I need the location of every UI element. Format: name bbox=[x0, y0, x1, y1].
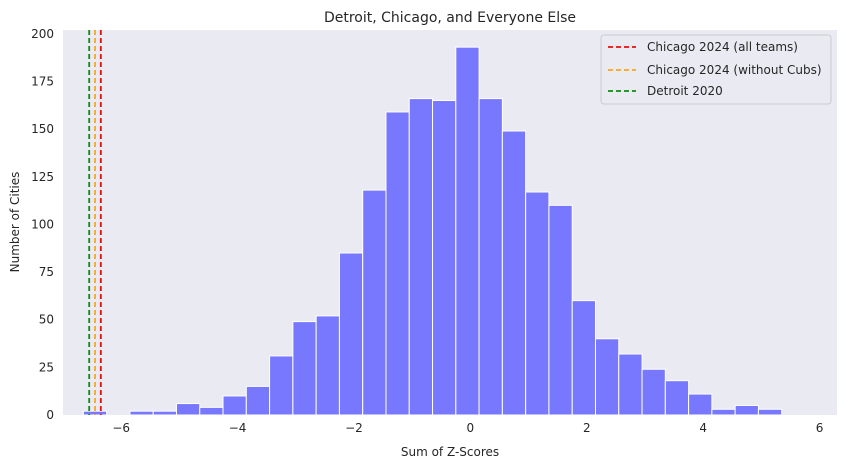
histogram-bar bbox=[664, 380, 690, 416]
x-tick-label: −6 bbox=[112, 421, 130, 435]
histogram-bar bbox=[548, 204, 573, 416]
histogram-bar bbox=[571, 300, 596, 416]
histogram-bar bbox=[245, 385, 271, 416]
y-axis-ticks: 0 25 50 75 100 125 150 175 200 bbox=[31, 27, 54, 422]
y-tick-label: 125 bbox=[31, 170, 54, 184]
histogram-bar bbox=[385, 111, 410, 416]
y-axis-label: Number of Cities bbox=[8, 172, 22, 273]
y-tick-label: 100 bbox=[31, 217, 54, 231]
y-tick-label: 175 bbox=[31, 74, 54, 88]
histogram-bar bbox=[129, 410, 154, 416]
y-tick-label: 150 bbox=[31, 122, 54, 136]
histogram-bar bbox=[455, 46, 480, 416]
y-tick-label: 0 bbox=[46, 408, 54, 422]
histogram-bar bbox=[594, 338, 620, 416]
legend: Chicago 2024 (all teams) Chicago 2024 (w… bbox=[600, 34, 832, 105]
legend-label-chicago-without-cubs: Chicago 2024 (without Cubs) bbox=[647, 63, 822, 77]
histogram-bar bbox=[152, 410, 177, 416]
histogram-bars bbox=[82, 46, 783, 416]
histogram-bar bbox=[711, 408, 736, 416]
legend-box bbox=[600, 34, 832, 105]
histogram-bar bbox=[362, 189, 387, 416]
histogram-bar bbox=[408, 98, 434, 416]
y-tick-label: 75 bbox=[39, 265, 54, 279]
histogram-bar bbox=[757, 408, 783, 416]
histogram-bar bbox=[501, 130, 527, 416]
x-tick-label: 2 bbox=[583, 421, 591, 435]
legend-label-chicago-all: Chicago 2024 (all teams) bbox=[647, 40, 798, 54]
y-tick-label: 50 bbox=[39, 313, 54, 327]
reference-lines bbox=[88, 30, 102, 415]
histogram-bar bbox=[525, 191, 550, 416]
y-tick-label: 25 bbox=[39, 360, 54, 374]
x-tick-label: 6 bbox=[816, 421, 824, 435]
x-tick-label: −2 bbox=[345, 421, 363, 435]
histogram-bar bbox=[175, 403, 201, 416]
y-tick-label: 200 bbox=[31, 27, 54, 41]
x-tick-label: 4 bbox=[699, 421, 707, 435]
x-axis-label: Sum of Z-Scores bbox=[401, 445, 499, 459]
histogram-bar bbox=[269, 355, 294, 416]
histogram-bar bbox=[734, 404, 759, 416]
histogram-bar bbox=[338, 252, 364, 416]
histogram-bar bbox=[641, 368, 666, 416]
histogram-bar bbox=[432, 100, 457, 416]
x-tick-label: 0 bbox=[467, 421, 475, 435]
histogram-bar bbox=[222, 395, 247, 416]
histogram-bar bbox=[199, 406, 224, 416]
chart-title: Detroit, Chicago, and Everyone Else bbox=[324, 10, 576, 26]
histogram-bar bbox=[315, 315, 340, 416]
legend-label-detroit: Detroit 2020 bbox=[647, 84, 723, 98]
histogram-bar bbox=[618, 353, 643, 416]
histogram-bar bbox=[478, 98, 503, 416]
histogram-bar bbox=[292, 321, 317, 416]
x-tick-label: −4 bbox=[229, 421, 247, 435]
x-axis-ticks: −6 −4 −2 0 2 4 6 bbox=[112, 421, 823, 435]
histogram-bar bbox=[688, 393, 713, 416]
